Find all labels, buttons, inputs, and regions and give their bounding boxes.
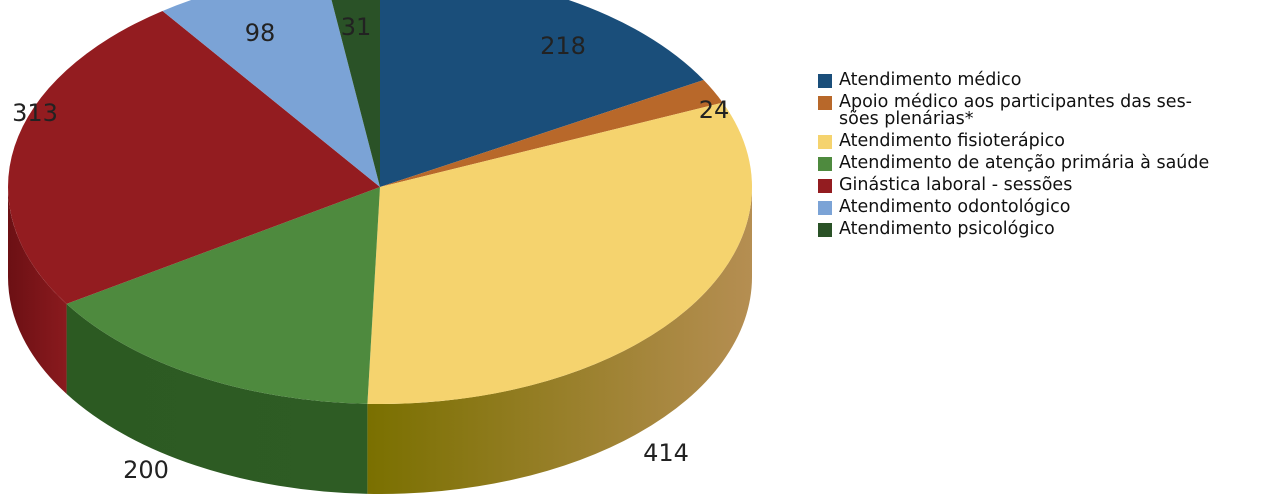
pie-chart: 218 24 414 200 313 98 31: [8, 0, 752, 494]
pie-side-4: [66, 303, 368, 494]
pie-sides: [8, 187, 752, 494]
pie-slice-1: [380, 0, 704, 187]
legend-label-3: Atendimento fisioterápico: [839, 131, 1065, 151]
legend-swatch-1: [818, 74, 832, 88]
data-label-4: 200: [123, 456, 169, 484]
legend-label-5: Ginástica laboral - sessões: [839, 175, 1073, 195]
data-label-1: 218: [540, 32, 586, 60]
pie-top: [8, 0, 752, 405]
data-label-3: 414: [643, 439, 689, 467]
pie-slice-3: [367, 102, 752, 405]
pie-slice-7: [331, 0, 380, 187]
legend-swatch-2: [818, 96, 832, 110]
legend-item-4: Atendimento de atenção primária à saúde: [818, 153, 1263, 173]
legend-label-7: Atendimento psicológico: [839, 219, 1055, 239]
pie-slice-6: [162, 0, 380, 187]
pie-slice-2: [380, 80, 723, 187]
legend-swatch-5: [818, 179, 832, 193]
legend-item-7: Atendimento psicológico: [818, 219, 1263, 239]
legend-swatch-3: [818, 135, 832, 149]
legend-item-3: Atendimento fisioterápico: [818, 131, 1263, 151]
data-label-2: 24: [699, 96, 730, 124]
legend-item-2: Apoio médico aos participantes das ses-s…: [818, 92, 1263, 129]
legend-item-6: Atendimento odontológico: [818, 197, 1263, 217]
legend-swatch-6: [818, 201, 832, 215]
legend-label-1: Atendimento médico: [839, 70, 1022, 90]
legend-label-2: Apoio médico aos participantes das ses-s…: [839, 92, 1192, 129]
legend-swatch-4: [818, 157, 832, 171]
legend-item-1: Atendimento médico: [818, 70, 1263, 90]
legend-swatch-7: [818, 223, 832, 237]
pie-data-labels: 218 24 414 200 313 98 31: [12, 13, 729, 484]
pie-side-3: [367, 187, 752, 494]
pie-side-5: [8, 187, 67, 394]
legend-label-4: Atendimento de atenção primária à saúde: [839, 153, 1210, 173]
pie-slice-4: [66, 187, 380, 404]
legend-item-5: Ginástica laboral - sessões: [818, 175, 1263, 195]
chart-legend: Atendimento médico Apoio médico aos parti…: [818, 70, 1263, 243]
pie-slice-5: [8, 10, 381, 304]
legend-label-6: Atendimento odontológico: [839, 197, 1071, 217]
data-label-5: 313: [12, 99, 58, 127]
data-label-6: 98: [245, 19, 276, 47]
data-label-7: 31: [341, 13, 372, 41]
